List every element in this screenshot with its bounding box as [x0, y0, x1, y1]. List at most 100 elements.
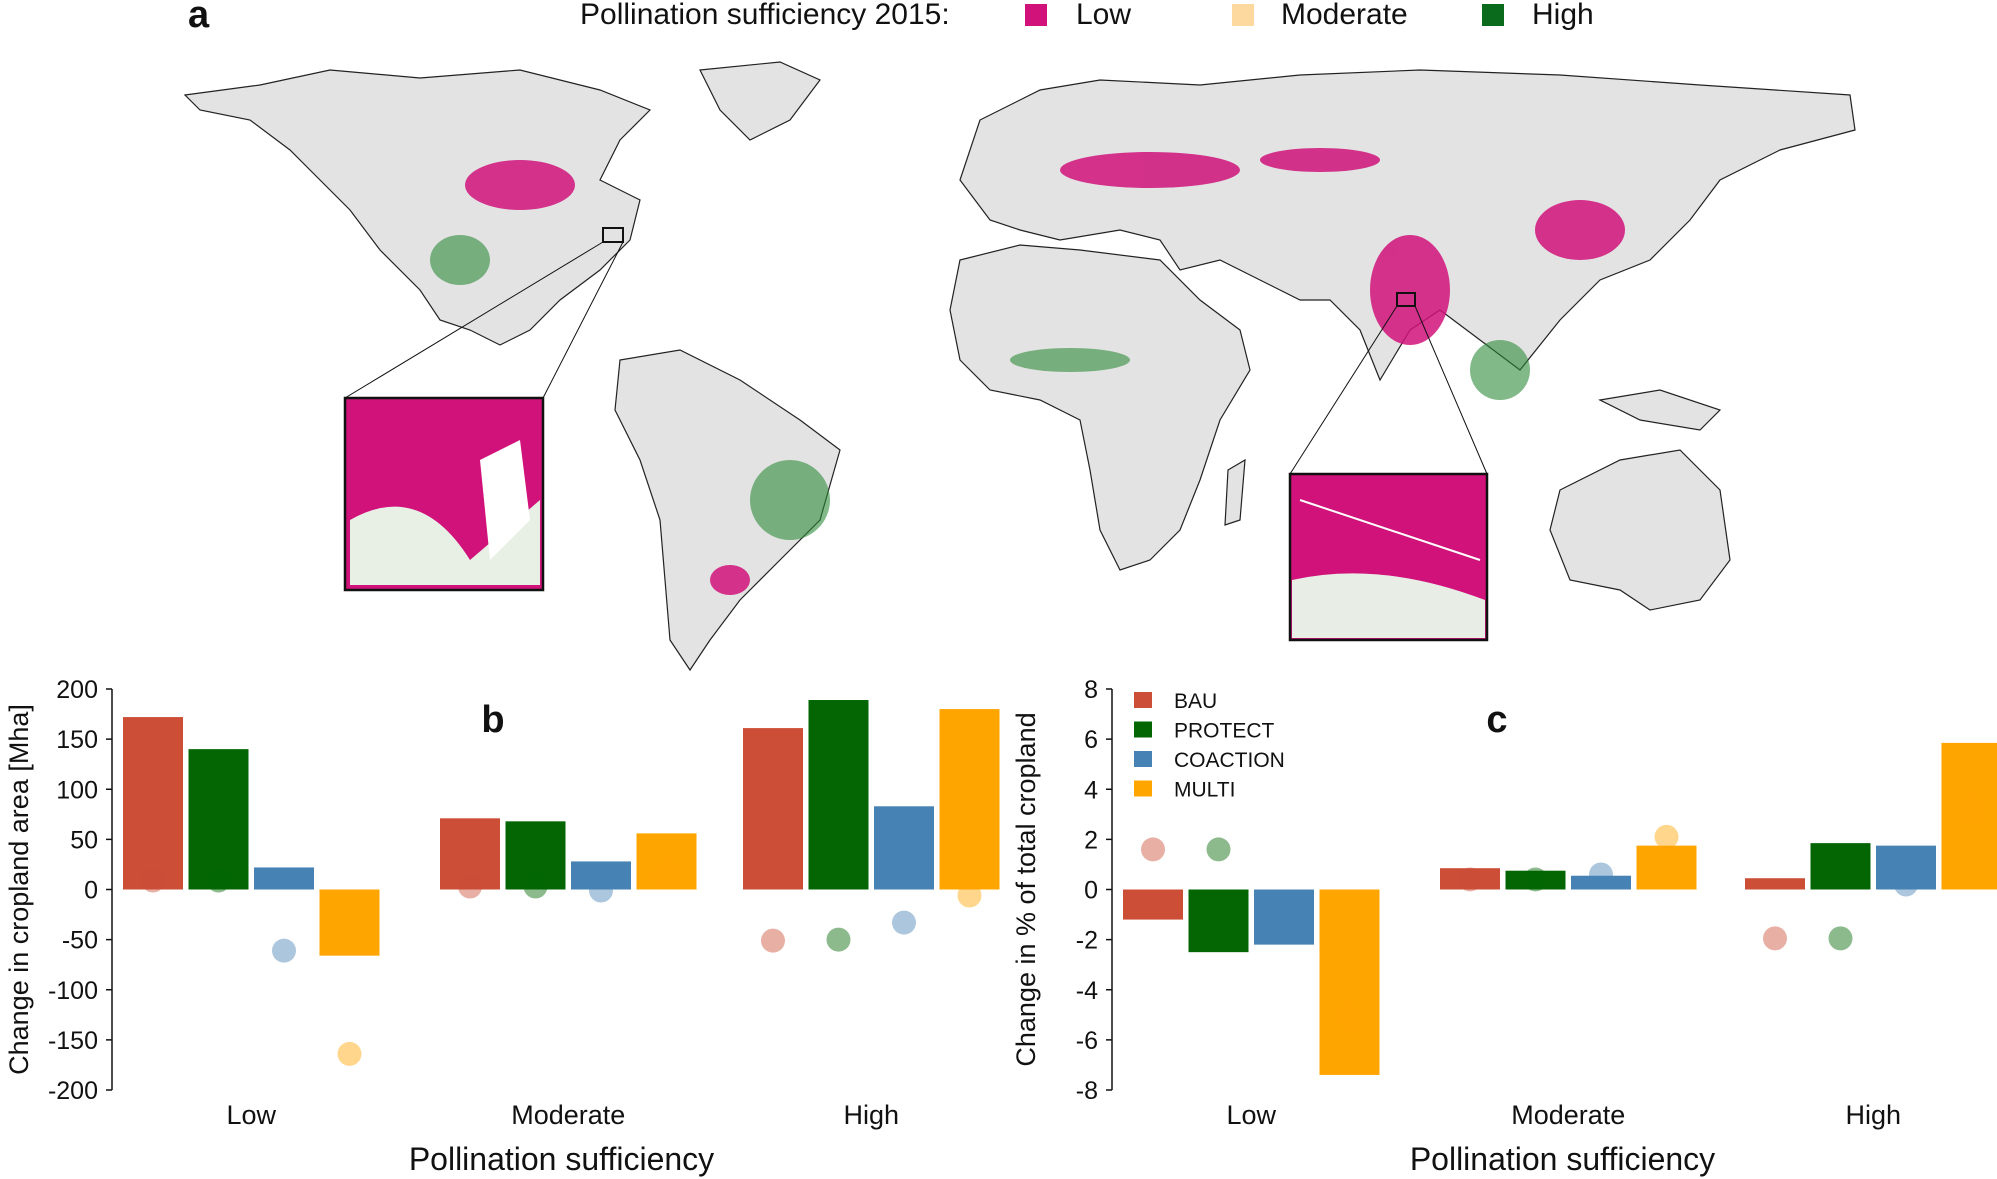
- point-coaction: [272, 938, 296, 963]
- legend-label-bau: BAU: [1174, 690, 1217, 713]
- y-tick-label: -200: [48, 1077, 98, 1105]
- legend-label-coaction: COACTION: [1174, 749, 1285, 772]
- bar-protect: [1810, 843, 1871, 890]
- y-tick-label: -100: [48, 977, 98, 1005]
- legend-label-moderate: Moderate: [1281, 0, 1408, 31]
- point-coaction: [892, 910, 916, 935]
- bar-coaction: [1254, 889, 1314, 945]
- point-protect: [206, 868, 231, 893]
- point-protect: [1828, 926, 1853, 951]
- bar-protect: [505, 821, 566, 890]
- legend-swatch-coaction: [1134, 751, 1152, 767]
- bar-multi: [1636, 845, 1697, 890]
- world-map: [183, 61, 1856, 672]
- x-tick-label: Low: [226, 1100, 276, 1130]
- point-bau: [1763, 926, 1787, 951]
- y-tick-label: 6: [1084, 726, 1098, 754]
- y-tick-label: -2: [1076, 927, 1098, 955]
- north-america: [183, 69, 652, 346]
- y-tick-label: -4: [1076, 977, 1098, 1005]
- point-coaction: [589, 878, 613, 903]
- bar-bau: [1745, 878, 1805, 890]
- bar-coaction: [1571, 875, 1631, 890]
- south-america: [614, 349, 841, 672]
- bar-bau: [1440, 868, 1500, 890]
- bar-multi: [319, 889, 380, 956]
- bar-multi: [1319, 889, 1380, 1075]
- x-axis-label: Pollination sufficiency: [409, 1141, 714, 1177]
- x-tick-label: Moderate: [1511, 1100, 1625, 1130]
- point-multi: [1959, 798, 1984, 823]
- legend-label-multi: MULTI: [1174, 779, 1235, 802]
- bar-protect: [1505, 870, 1566, 890]
- point-bau: [761, 928, 785, 953]
- bar-coaction: [1876, 845, 1936, 890]
- africa: [949, 244, 1251, 571]
- southeast-asia-islands: [1598, 389, 1722, 431]
- point-protect: [523, 874, 548, 899]
- australia: [1549, 449, 1731, 611]
- panel-a-letter: a: [188, 0, 210, 36]
- y-tick-label: -8: [1076, 1077, 1098, 1105]
- map-legend-title: Pollination sufficiency 2015:: [580, 0, 950, 31]
- bar-coaction: [571, 861, 631, 890]
- legend-swatch-moderate: [1232, 4, 1254, 26]
- x-tick-label: Low: [1226, 1100, 1276, 1130]
- point-multi: [1654, 824, 1679, 849]
- y-axis-label: Change in cropland area [Mha]: [4, 704, 34, 1075]
- point-coaction: [1894, 872, 1918, 897]
- y-tick-label: 100: [56, 776, 98, 804]
- panel-letter: c: [1486, 699, 1507, 741]
- bar-coaction: [874, 806, 934, 890]
- point-multi: [957, 883, 982, 908]
- x-axis-label: Pollination sufficiency: [1410, 1141, 1715, 1177]
- x-tick-label: High: [1845, 1100, 1901, 1130]
- point-multi: [337, 1041, 362, 1066]
- x-tick-label: Moderate: [511, 1100, 625, 1130]
- legend-label-high: High: [1532, 0, 1594, 31]
- greenland: [699, 61, 821, 141]
- point-protect: [826, 927, 851, 952]
- bar-protect: [1188, 889, 1249, 953]
- y-tick-label: 4: [1084, 776, 1098, 804]
- legend-swatch-multi: [1134, 780, 1152, 797]
- inset-north-america: [343, 227, 624, 592]
- inset-south-asia: [1288, 292, 1489, 642]
- bar-multi: [1941, 742, 1997, 890]
- y-tick-label: 8: [1084, 676, 1098, 704]
- y-tick-label: -6: [1076, 1027, 1098, 1055]
- legend-label-protect: PROTECT: [1174, 720, 1275, 743]
- y-tick-label: -150: [48, 1027, 98, 1055]
- point-coaction: [1272, 895, 1296, 920]
- x-tick-label: High: [843, 1100, 899, 1130]
- y-tick-label: 2: [1084, 826, 1098, 854]
- bar-bau: [440, 818, 500, 890]
- bar-multi: [636, 833, 697, 890]
- y-tick-label: 0: [84, 877, 98, 905]
- bar-multi: [939, 709, 1000, 890]
- y-tick-label: 50: [70, 826, 98, 854]
- point-bau: [1141, 837, 1165, 862]
- point-bau: [1458, 867, 1482, 892]
- bar-bau: [1123, 889, 1183, 920]
- point-bau: [141, 868, 165, 893]
- europe-asia: [959, 69, 1856, 382]
- high-sufficiency-regions: [430, 235, 1530, 540]
- point-bau: [458, 874, 482, 899]
- bar-bau: [743, 728, 803, 890]
- bar-protect: [188, 749, 249, 890]
- bar-coaction: [254, 867, 314, 890]
- legend-swatch-bau: [1134, 692, 1152, 708]
- point-multi: [1337, 1005, 1362, 1030]
- point-protect: [1523, 867, 1548, 892]
- madagascar: [1224, 458, 1246, 526]
- y-axis-label: Change in % of total cropland: [1011, 712, 1041, 1066]
- y-tick-label: 150: [56, 726, 98, 754]
- bar-bau: [123, 717, 183, 890]
- legend-swatch-high: [1482, 4, 1504, 26]
- y-tick-label: -50: [62, 927, 98, 955]
- bar-protect: [808, 700, 869, 890]
- y-tick-label: 0: [1084, 877, 1098, 905]
